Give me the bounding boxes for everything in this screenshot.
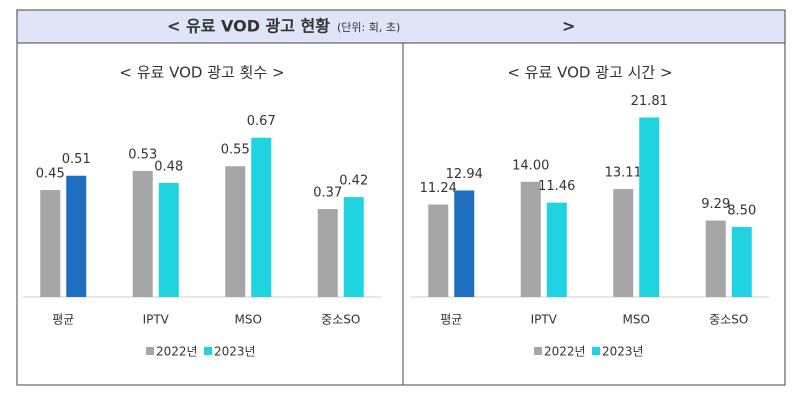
value-label: 8.50 [727, 204, 756, 219]
value-label: 0.55 [221, 143, 250, 158]
page-title: < 유료 VOD 광고 현황 [167, 17, 330, 36]
bar [158, 182, 179, 297]
bar [428, 204, 449, 297]
value-label: 13.11 [605, 166, 642, 181]
legend-swatch [204, 347, 212, 355]
value-label: 0.45 [36, 167, 65, 182]
title-bar [16, 9, 786, 44]
x-tick-label: MSO [623, 313, 650, 327]
legend-label: 2022년 [156, 345, 198, 359]
legend-swatch [534, 347, 542, 355]
bar [225, 166, 246, 297]
bar [613, 189, 634, 297]
bar [132, 170, 153, 297]
legend-label: 2023년 [602, 345, 644, 359]
legend-label: 2022년 [544, 345, 586, 359]
bar [731, 227, 752, 297]
bar [40, 190, 61, 297]
value-label: 0.51 [62, 152, 91, 167]
x-tick-label: IPTV [531, 313, 558, 327]
value-label: 11.24 [420, 181, 457, 196]
value-label: 0.42 [339, 174, 368, 189]
chart-title: < 유료 VOD 광고 횟수 > [119, 64, 284, 82]
value-label: 12.94 [446, 167, 483, 182]
legend-label: 2023년 [214, 345, 256, 359]
value-label: 0.53 [128, 147, 157, 162]
x-tick-label: 평균 [440, 313, 462, 327]
bar [251, 137, 272, 297]
unit-note: (단위: 회, 초) [337, 21, 400, 34]
bar [705, 220, 726, 297]
x-tick-label: 중소SO [321, 313, 360, 327]
chart-title: < 유료 VOD 광고 시간 > [507, 64, 672, 82]
bar [546, 202, 567, 297]
value-label: 0.67 [247, 114, 276, 129]
bar [454, 190, 475, 297]
value-label: 0.37 [313, 186, 342, 201]
value-label: 21.81 [631, 94, 668, 109]
bar [343, 197, 364, 297]
value-label: 14.00 [512, 158, 549, 173]
page-title-end: > [562, 17, 575, 36]
legend-swatch [592, 347, 600, 355]
x-tick-label: 평균 [52, 313, 74, 327]
x-tick-label: MSO [235, 313, 262, 327]
bar [639, 117, 660, 297]
legend-swatch [146, 347, 154, 355]
bar [317, 209, 338, 297]
bar [66, 175, 87, 297]
x-tick-label: 중소SO [709, 313, 748, 327]
bar [520, 181, 541, 297]
value-label: 9.29 [701, 197, 730, 212]
value-label: 0.48 [154, 159, 183, 174]
x-tick-label: IPTV [143, 313, 170, 327]
value-label: 11.46 [538, 179, 575, 194]
